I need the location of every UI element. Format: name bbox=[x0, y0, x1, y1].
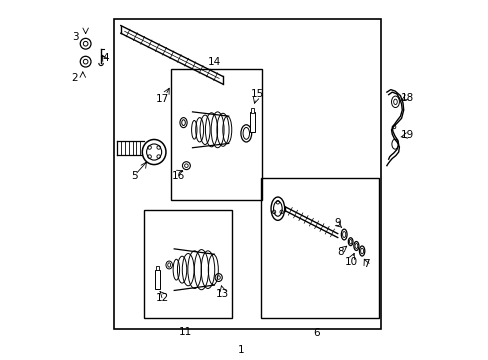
Text: 4: 4 bbox=[102, 53, 108, 63]
Bar bbox=[250, 112, 255, 132]
Text: 8: 8 bbox=[337, 247, 343, 257]
Text: 9: 9 bbox=[334, 218, 340, 228]
Text: 11: 11 bbox=[178, 327, 192, 337]
Text: 16: 16 bbox=[172, 171, 185, 181]
Text: 17: 17 bbox=[156, 94, 169, 104]
Text: 14: 14 bbox=[207, 57, 220, 67]
Bar bbox=[156, 266, 159, 270]
Text: 12: 12 bbox=[155, 293, 168, 303]
Ellipse shape bbox=[341, 229, 346, 240]
Bar bbox=[171, 69, 262, 200]
Bar bbox=[260, 178, 378, 318]
Bar bbox=[113, 19, 380, 329]
Ellipse shape bbox=[347, 238, 352, 246]
Text: 18: 18 bbox=[400, 93, 413, 103]
Text: 3: 3 bbox=[73, 32, 79, 41]
Text: 13: 13 bbox=[215, 289, 228, 299]
Bar bbox=[155, 270, 160, 289]
Text: 10: 10 bbox=[344, 257, 357, 267]
Ellipse shape bbox=[142, 139, 165, 165]
Text: 1: 1 bbox=[237, 345, 244, 355]
Ellipse shape bbox=[270, 197, 284, 220]
Ellipse shape bbox=[80, 39, 91, 49]
Text: 6: 6 bbox=[312, 328, 319, 338]
Text: 15: 15 bbox=[250, 89, 263, 99]
Bar bbox=[251, 108, 254, 113]
Bar bbox=[144, 211, 231, 318]
Ellipse shape bbox=[353, 242, 358, 251]
Text: 5: 5 bbox=[130, 171, 137, 181]
Text: 2: 2 bbox=[71, 73, 77, 83]
Ellipse shape bbox=[80, 56, 91, 67]
Text: 7: 7 bbox=[363, 259, 369, 269]
Text: 19: 19 bbox=[400, 130, 413, 140]
Ellipse shape bbox=[359, 246, 364, 256]
